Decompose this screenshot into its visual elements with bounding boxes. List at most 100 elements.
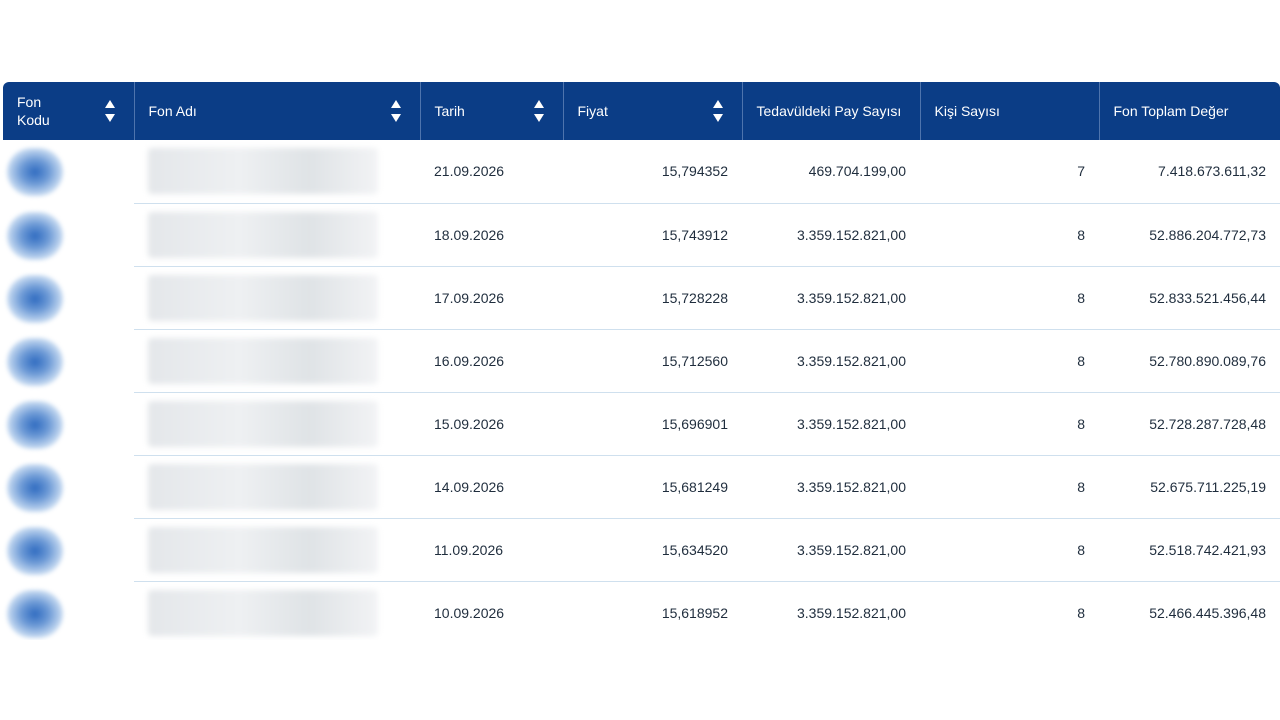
shares-outstanding-cell: 3.359.152.821,00 xyxy=(742,266,920,330)
fund-code-cell xyxy=(3,518,134,581)
fund-name-cell xyxy=(134,518,420,582)
fund-code-cell xyxy=(3,266,134,329)
blurred-fund-name xyxy=(148,337,378,384)
column-header-fon-toplam-deger: Fon Toplam Değer xyxy=(1099,82,1280,140)
total-value-cell: 52.675.711.225,19 xyxy=(1099,455,1280,519)
total-value-cell: 52.780.890.089,76 xyxy=(1099,329,1280,393)
blurred-fund-code xyxy=(7,526,63,575)
shares-outstanding-cell: 3.359.152.821,00 xyxy=(742,518,920,582)
column-header-label: Tedavüldeki Pay Sayısı xyxy=(756,103,902,119)
fund-name-cell xyxy=(134,203,420,267)
date-cell: 16.09.2026 xyxy=(420,329,563,393)
table-row: 18.09.2026 15,743912 3.359.152.821,00 8 … xyxy=(3,203,1280,267)
price-cell: 15,618952 xyxy=(563,581,742,645)
fund-name-cell xyxy=(134,392,420,456)
fund-name-cell xyxy=(134,266,420,330)
investor-count-cell: 8 xyxy=(920,266,1099,330)
date-cell: 21.09.2026 xyxy=(420,140,563,204)
shares-outstanding-cell: 3.359.152.821,00 xyxy=(742,329,920,393)
sort-icon[interactable] xyxy=(533,98,545,124)
price-cell: 15,712560 xyxy=(563,329,742,393)
fund-code-cell xyxy=(3,329,134,392)
fund-code-cell xyxy=(3,392,134,455)
price-cell: 15,696901 xyxy=(563,392,742,456)
sort-icon[interactable] xyxy=(390,98,402,124)
column-header-tedavuldeki-pay-sayisi: Tedavüldeki Pay Sayısı xyxy=(742,82,921,140)
table-row: 15.09.2026 15,696901 3.359.152.821,00 8 … xyxy=(3,392,1280,456)
date-cell: 15.09.2026 xyxy=(420,392,563,456)
blurred-fund-name xyxy=(148,400,378,447)
column-header-label: Fon Kodu xyxy=(17,94,50,128)
price-cell: 15,794352 xyxy=(563,140,742,204)
table-header-row: Fon Kodu Fon Adı Tarih Fiyat Tedavüldeki… xyxy=(3,82,1280,140)
sort-icon[interactable] xyxy=(712,98,724,124)
blurred-fund-code xyxy=(7,463,63,512)
price-cell: 15,728228 xyxy=(563,266,742,330)
blurred-fund-code xyxy=(7,400,63,449)
date-cell: 18.09.2026 xyxy=(420,203,563,267)
total-value-cell: 7.418.673.611,32 xyxy=(1099,140,1280,204)
total-value-cell: 52.728.287.728,48 xyxy=(1099,392,1280,456)
column-header-label: Fon Toplam Değer xyxy=(1113,103,1229,119)
investor-count-cell: 8 xyxy=(920,455,1099,519)
fund-name-cell xyxy=(134,329,420,393)
column-header-label: Tarih xyxy=(434,103,465,119)
table-row: 17.09.2026 15,728228 3.359.152.821,00 8 … xyxy=(3,266,1280,330)
blurred-fund-name xyxy=(148,589,378,636)
shares-outstanding-cell: 3.359.152.821,00 xyxy=(742,455,920,519)
column-header-label: Fon Adı xyxy=(148,103,197,119)
total-value-cell: 52.466.445.396,48 xyxy=(1149,604,1266,621)
blurred-fund-name xyxy=(148,526,378,573)
table-row: 21.09.2026 15,794352 469.704.199,00 7 7.… xyxy=(3,140,1280,204)
column-header-label: Fiyat xyxy=(577,103,608,119)
price-cell: 15,743912 xyxy=(563,203,742,267)
column-header-fon-kodu[interactable]: Fon Kodu xyxy=(3,82,135,140)
fund-code-cell xyxy=(3,455,134,518)
table-row: 16.09.2026 15,712560 3.359.152.821,00 8 … xyxy=(3,329,1280,393)
column-header-tarih[interactable]: Tarih xyxy=(420,82,564,140)
investor-count-cell: 8 xyxy=(920,392,1099,456)
investor-count-cell: 8 xyxy=(920,581,1099,645)
blurred-fund-code xyxy=(7,589,63,638)
blurred-fund-name xyxy=(148,148,378,195)
price-cell: 15,634520 xyxy=(563,518,742,582)
investor-count-cell: 8 xyxy=(920,203,1099,267)
column-header-label: Kişi Sayısı xyxy=(934,103,1000,119)
column-header-kisi-sayisi: Kişi Sayısı xyxy=(920,82,1100,140)
price-cell: 15,681249 xyxy=(563,455,742,519)
fund-name-cell xyxy=(134,581,420,645)
table-row: 14.09.2026 15,681249 3.359.152.821,00 8 … xyxy=(3,455,1280,519)
shares-outstanding-cell: 3.359.152.821,00 xyxy=(742,581,920,645)
fund-price-table-container: Fon Kodu Fon Adı Tarih Fiyat Tedavüldeki… xyxy=(3,82,1280,645)
total-value-cell: 52.518.742.421,93 xyxy=(1099,518,1280,582)
column-header-fiyat[interactable]: Fiyat xyxy=(563,82,743,140)
investor-count-cell: 8 xyxy=(920,329,1099,393)
fund-price-table: Fon Kodu Fon Adı Tarih Fiyat Tedavüldeki… xyxy=(3,82,1280,645)
investor-count-cell: 8 xyxy=(920,518,1099,582)
shares-outstanding-cell: 3.359.152.821,00 xyxy=(742,392,920,456)
fund-code-cell xyxy=(3,203,134,266)
blurred-fund-code xyxy=(7,274,63,323)
sort-icon[interactable] xyxy=(104,98,116,124)
fund-code-cell xyxy=(3,581,134,644)
date-cell: 11.09.2026 xyxy=(420,518,563,582)
blurred-fund-code xyxy=(7,148,63,196)
blurred-fund-name xyxy=(148,211,378,258)
blurred-fund-name xyxy=(148,274,378,321)
blurred-fund-code xyxy=(7,337,63,386)
fund-name-cell xyxy=(134,455,420,519)
table-row: 10.09.2026 15,618952 3.359.152.821,00 8 … xyxy=(3,581,1280,645)
fund-code-cell xyxy=(3,140,134,203)
date-cell: 10.09.2026 xyxy=(420,581,563,645)
column-header-fon-adi[interactable]: Fon Adı xyxy=(134,82,421,140)
investor-count-cell: 7 xyxy=(920,140,1099,204)
date-cell: 14.09.2026 xyxy=(420,455,563,519)
blurred-fund-code xyxy=(7,211,63,260)
page-bottom-area xyxy=(3,640,1280,720)
table-row: 11.09.2026 15,634520 3.359.152.821,00 8 … xyxy=(3,518,1280,582)
total-value-cell: 52.886.204.772,73 xyxy=(1099,203,1280,267)
fund-name-cell xyxy=(134,140,420,204)
shares-outstanding-cell: 469.704.199,00 xyxy=(742,140,920,204)
blurred-fund-name xyxy=(148,463,378,510)
shares-outstanding-cell: 3.359.152.821,00 xyxy=(742,203,920,267)
